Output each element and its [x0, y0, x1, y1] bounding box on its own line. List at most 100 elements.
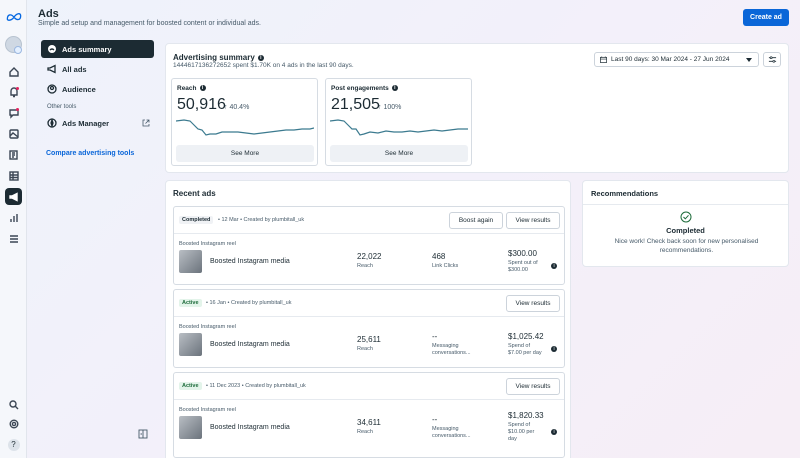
ad-type: Boosted Instagram reel: [179, 324, 236, 330]
metric-value: 21,505: [331, 96, 380, 113]
view-results-button[interactable]: View results: [506, 212, 560, 229]
recommendations-title: Recommendations: [591, 189, 659, 198]
audience-icon: [47, 84, 57, 94]
sidebar-item-label: Ads Manager: [62, 118, 110, 128]
notification-badge: [14, 46, 22, 54]
info-icon[interactable]: i: [257, 55, 264, 61]
link-clicks-value: 468: [432, 252, 446, 261]
content-icon[interactable]: [5, 125, 22, 142]
summary-icon: [47, 44, 57, 54]
help-icon[interactable]: ?: [5, 436, 22, 453]
ad-type: Boosted Instagram reel: [179, 407, 236, 413]
create-ad-button[interactable]: Create ad: [743, 9, 789, 26]
sidebar-item-ads-manager[interactable]: Ads Manager: [41, 114, 154, 132]
ad-meta: • 16 Jan • Created by plumbitall_uk: [206, 300, 292, 306]
chevron-down-icon: [746, 58, 752, 62]
ad-type: Boosted Instagram reel: [179, 241, 236, 247]
info-icon[interactable]: i: [551, 429, 557, 435]
date-range-select[interactable]: Last 90 days: 30 Mar 2024 - 27 Jun 2024: [594, 52, 759, 67]
sidebar-nav: Ads summary All ads Audience Other tools…: [41, 40, 154, 134]
other-tools-heading: Other tools: [47, 104, 77, 110]
sidebar-item-ads-summary[interactable]: Ads summary: [41, 40, 154, 58]
notifications-icon[interactable]: [5, 83, 22, 100]
recommendations-text: Nice work! Check back soon for new perso…: [614, 238, 759, 254]
recommendations-card: Recommendations Completed Nice work! Che…: [582, 180, 789, 267]
calendar-table-icon[interactable]: [5, 167, 22, 184]
post-engagements-metric-card: Post engagements i 21,505 ↑ 100% See More: [325, 78, 472, 166]
sliders-icon: [768, 56, 776, 63]
info-icon[interactable]: i: [391, 85, 398, 91]
sidebar-item-all-ads[interactable]: All ads: [41, 60, 154, 78]
metric-change: ↑ 40.4%: [224, 104, 250, 111]
reach-sparkline: [176, 119, 314, 136]
arrow-up-icon: ↑: [224, 104, 230, 111]
menu-icon[interactable]: [5, 230, 22, 247]
ad-item: Completed • 12 Mar • Created by plumbita…: [173, 206, 565, 285]
reach-value: 22,022: [357, 252, 382, 261]
engagement-sparkline: [330, 119, 468, 136]
metric-label: Post engagements i: [331, 85, 398, 92]
spend-note: Spent out of $300.00: [508, 260, 538, 273]
ad-thumbnail[interactable]: [179, 416, 202, 439]
search-icon[interactable]: [5, 396, 22, 413]
external-link-icon: [142, 119, 150, 127]
insights-icon[interactable]: [5, 209, 22, 226]
recent-ads-card: Recent ads Completed • 12 Mar • Created …: [165, 180, 571, 458]
ad-meta: • 12 Mar • Created by plumbitall_uk: [218, 217, 305, 223]
view-results-button[interactable]: View results: [506, 378, 560, 395]
status-badge: Active: [179, 299, 202, 307]
info-icon[interactable]: i: [551, 263, 557, 269]
ad-name: Boosted Instagram media: [210, 424, 290, 431]
ad-header: Active • 11 Dec 2023 • Created by plumbi…: [174, 373, 564, 400]
arrow-up-icon: ↑: [378, 104, 384, 111]
divider: [583, 204, 788, 205]
ad-header: Active • 16 Jan • Created by plumbitall_…: [174, 290, 564, 317]
see-more-button[interactable]: See More: [330, 145, 468, 162]
ads-megaphone-icon[interactable]: [5, 188, 22, 205]
metric-change: ↑ 100%: [378, 104, 402, 111]
reach-label: Reach: [357, 429, 373, 435]
home-icon[interactable]: [5, 63, 22, 80]
view-results-button[interactable]: View results: [506, 295, 560, 312]
spend-note: Spend of $7.00 per day: [508, 343, 542, 356]
info-icon[interactable]: i: [551, 346, 557, 352]
collapse-sidebar-icon[interactable]: [138, 429, 148, 439]
reach-label: Reach: [357, 346, 373, 352]
sidebar-item-audience[interactable]: Audience: [41, 80, 154, 98]
ad-thumbnail[interactable]: [179, 333, 202, 356]
filter-settings-button[interactable]: [763, 52, 781, 67]
messaging-label: Messaging conversations...: [432, 343, 471, 356]
page-title: Ads: [38, 8, 59, 20]
page-subtitle: Simple ad setup and management for boost…: [38, 20, 261, 27]
reach-value: 25,611: [357, 335, 381, 344]
messaging-value: --: [432, 332, 438, 341]
ad-thumbnail[interactable]: [179, 250, 202, 273]
ads-manager-icon: [47, 118, 57, 128]
megaphone-icon: [47, 64, 57, 74]
link-clicks-label: Link Clicks: [432, 263, 459, 269]
posts-icon[interactable]: [5, 146, 22, 163]
settings-icon[interactable]: [5, 415, 22, 432]
metric-label: Reach i: [177, 85, 206, 92]
messaging-label: Messaging conversations...: [432, 426, 471, 439]
reach-value: 34,611: [357, 418, 381, 427]
status-badge: Active: [179, 382, 202, 390]
see-more-button[interactable]: See More: [176, 145, 314, 162]
spend-note: Spend of $10.00 per day: [508, 422, 535, 442]
ad-name: Boosted Instagram media: [210, 341, 290, 348]
sidebar-item-label: Ads summary: [62, 44, 112, 54]
spend-value: $300.00: [508, 249, 537, 258]
compare-advertising-tools-link[interactable]: Compare advertising tools: [46, 150, 135, 157]
recommendations-status: Completed: [666, 226, 705, 235]
ad-item: Active • 16 Jan • Created by plumbitall_…: [173, 289, 565, 368]
summary-title: Advertising summary i: [173, 53, 264, 62]
meta-logo-icon[interactable]: [5, 8, 22, 25]
sidebar-item-label: Audience: [62, 84, 96, 94]
info-icon[interactable]: i: [199, 85, 206, 91]
check-circle-icon: [680, 211, 692, 223]
reach-label: Reach: [357, 263, 373, 269]
boost-again-button[interactable]: Boost again: [449, 212, 503, 229]
calendar-icon: [600, 56, 607, 63]
messaging-value: --: [432, 415, 438, 424]
chat-icon[interactable]: [5, 104, 22, 121]
